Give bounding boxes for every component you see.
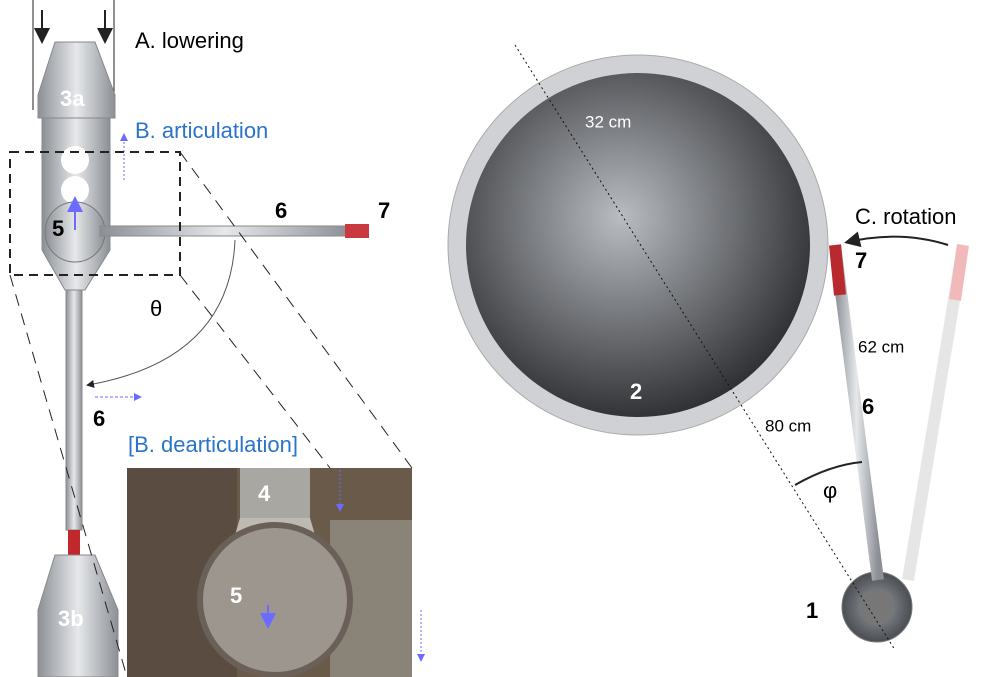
right-apparatus bbox=[447, 44, 969, 651]
label: 80 cm bbox=[765, 416, 811, 435]
label: 3a bbox=[60, 86, 85, 111]
label: 7 bbox=[855, 248, 867, 273]
label: φ bbox=[823, 478, 837, 503]
label: 32 cm bbox=[585, 112, 631, 131]
label: 3b bbox=[58, 606, 84, 631]
label: [B. dearticulation] bbox=[128, 432, 298, 457]
label: 7 bbox=[378, 198, 390, 223]
label: C. rotation bbox=[855, 204, 957, 229]
label: 62 cm bbox=[858, 337, 904, 356]
label: 6 bbox=[93, 406, 105, 431]
label: 6 bbox=[862, 394, 874, 419]
label: B. articulation bbox=[135, 118, 268, 143]
left-apparatus bbox=[9, 0, 413, 677]
label: 6 bbox=[275, 198, 287, 223]
label: 5 bbox=[230, 583, 242, 608]
label: 5 bbox=[52, 216, 64, 241]
photo-inset bbox=[127, 468, 425, 677]
label: θ bbox=[150, 296, 162, 321]
label: A. lowering bbox=[135, 28, 244, 53]
label: 2 bbox=[630, 379, 642, 404]
label: 4 bbox=[258, 481, 271, 506]
label: 1 bbox=[806, 598, 818, 623]
